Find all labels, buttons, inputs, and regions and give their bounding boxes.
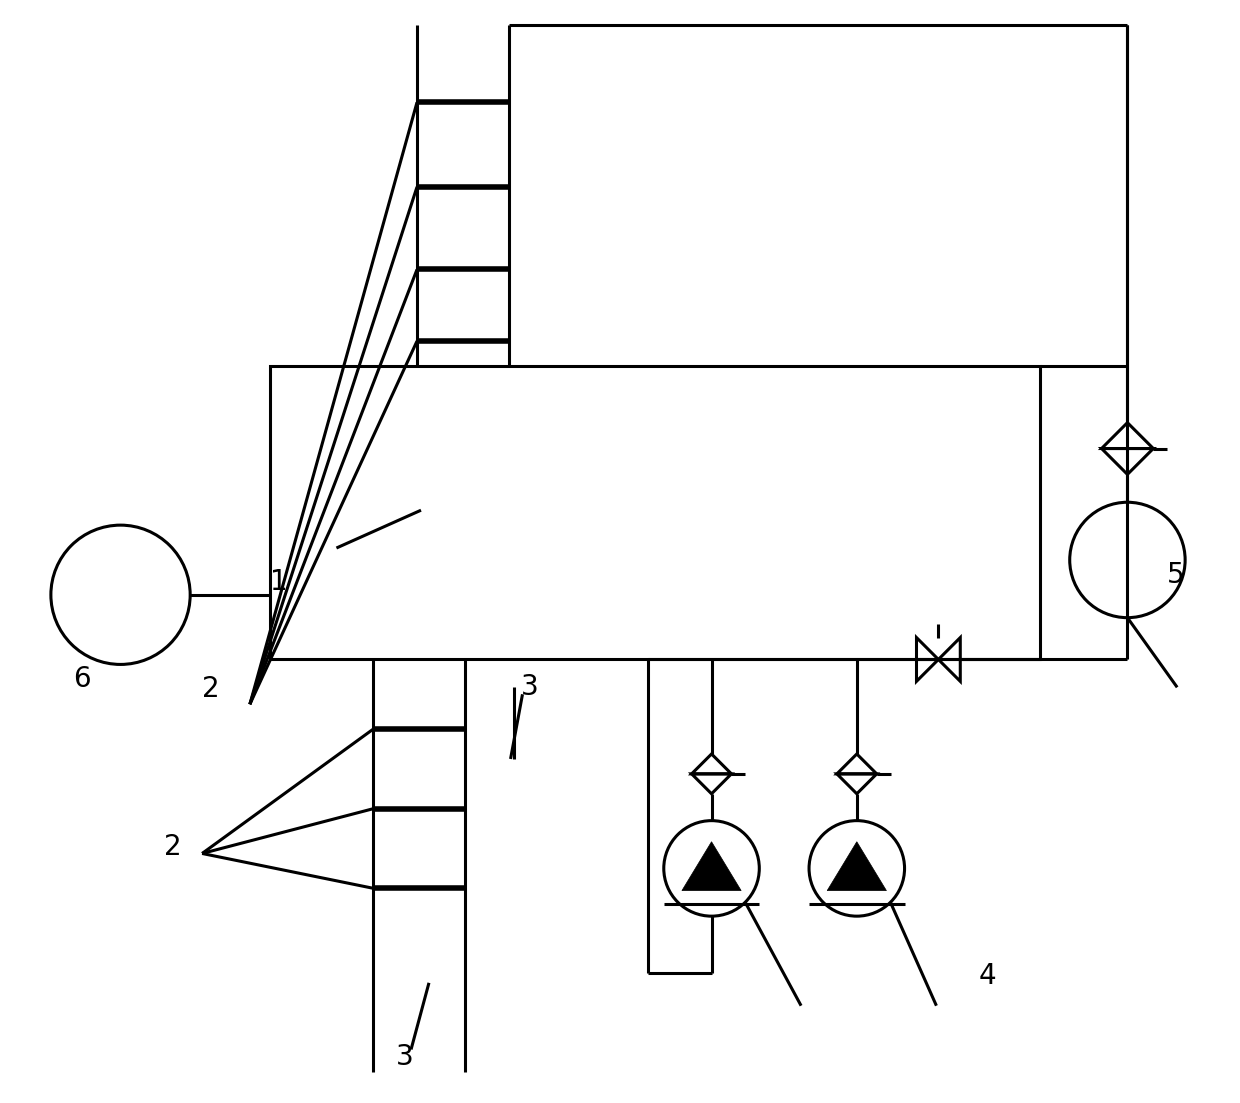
Circle shape xyxy=(1070,502,1185,618)
Text: 2: 2 xyxy=(202,675,219,704)
Polygon shape xyxy=(682,842,742,890)
Text: 4: 4 xyxy=(978,962,996,989)
Text: 3: 3 xyxy=(396,1043,414,1071)
Circle shape xyxy=(808,821,904,917)
Text: 2: 2 xyxy=(165,833,182,860)
Text: 6: 6 xyxy=(73,665,91,694)
Text: 5: 5 xyxy=(1167,561,1185,589)
Circle shape xyxy=(663,821,759,917)
Circle shape xyxy=(51,525,190,664)
Text: 3: 3 xyxy=(521,673,538,702)
Polygon shape xyxy=(827,842,887,890)
Text: 1: 1 xyxy=(270,568,288,596)
